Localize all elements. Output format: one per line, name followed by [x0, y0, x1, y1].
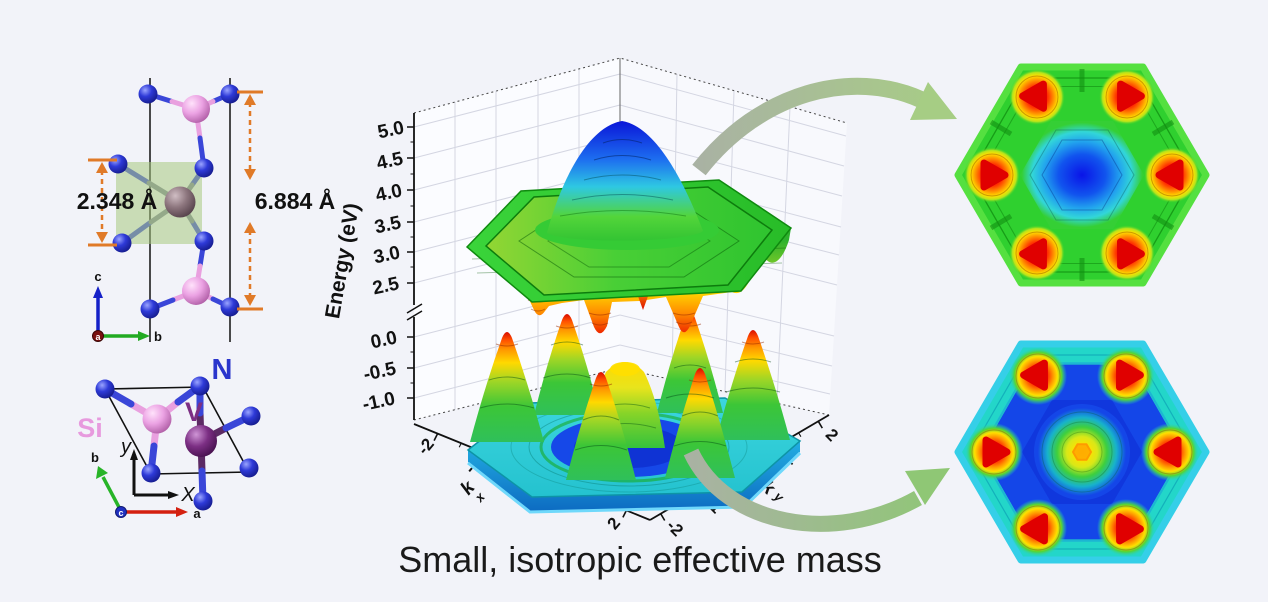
top-view-structure: N Si V X y b a c [77, 354, 261, 521]
valence-cone [470, 332, 544, 442]
z-tick-label: 3.5 [373, 212, 404, 238]
c-axis-dot-icon [115, 506, 127, 518]
z-tick-label: 3.0 [372, 242, 402, 268]
z-tick-label: 5.0 [376, 117, 406, 143]
n-element-label: N [212, 354, 233, 386]
n-atom [138, 84, 158, 104]
v-atom [164, 186, 196, 218]
z-tick-label: 0.0 [369, 327, 399, 353]
b-axis-label: b [154, 329, 162, 344]
b-axis-label: b [91, 450, 99, 465]
n-atom [194, 158, 214, 178]
a-axis-label: a [193, 506, 201, 521]
c-axis-label: c [118, 508, 123, 518]
k-point-maxima [964, 69, 1200, 281]
valence-cone [534, 314, 600, 415]
x-axis-label: X [180, 484, 195, 506]
side-axis-triad: c b a [92, 269, 162, 344]
bond-length-label: 2.348 Å [77, 187, 158, 214]
arrowhead-icon [905, 468, 950, 505]
b-axis-arrow-icon [96, 466, 108, 479]
energy-axis-break-icon [406, 303, 423, 321]
a-axis-dot-icon [92, 330, 104, 342]
n-atom [193, 491, 213, 511]
arrow-to-bottom-contour-map [683, 448, 950, 532]
c-axis-label: c [94, 269, 101, 284]
conduction-band-contour-map [954, 63, 1210, 287]
cell-height-measure [237, 90, 263, 311]
energy-axis-ticks [407, 126, 414, 399]
n-atom [140, 299, 160, 319]
bond-length-measure [88, 158, 117, 247]
n-atom [220, 84, 240, 104]
si-element-label: Si [77, 413, 103, 443]
cell-height-label: 6.884 Å [255, 187, 336, 214]
si-atom [182, 277, 210, 305]
ky-tick-label: 2 [822, 425, 842, 445]
a-axis-label: a [95, 332, 101, 342]
n-atom [241, 406, 261, 426]
atoms [95, 376, 261, 511]
n-atom [239, 458, 259, 478]
z-tick-label: 4.0 [374, 180, 404, 206]
n-atom [220, 297, 240, 317]
v-atom [185, 425, 217, 457]
y-axis-label: y [119, 436, 132, 458]
gamma-dome-peak [547, 121, 703, 241]
z-axis-title: Energy (eV) [321, 201, 364, 320]
valence-band-contour-map [954, 340, 1210, 564]
conduction-skirt [467, 228, 791, 334]
z-tick-label: -0.5 [362, 358, 399, 385]
c-axis-arrow-icon [93, 286, 103, 298]
y-axis-arrow-icon [130, 449, 138, 460]
atoms [108, 84, 240, 319]
a-axis-arrow-icon [176, 507, 188, 517]
kx-axis-title-sub: x [471, 489, 488, 506]
conduction-band-surface [465, 121, 793, 334]
v-element-label: V [185, 397, 203, 427]
arrowhead-icon [910, 82, 957, 120]
valence-cone [716, 330, 790, 440]
k-point-maxima [965, 347, 1199, 557]
ky-axis-title-sub: y [771, 488, 788, 505]
x-axis-arrow-icon [168, 491, 179, 499]
caption: Small, isotropic effective mass [398, 539, 882, 580]
b-axis-arrow-icon [138, 331, 150, 341]
top-axis-triad: b a c [91, 450, 201, 521]
z-tick-label: 4.5 [375, 148, 406, 174]
center-core [1072, 443, 1092, 461]
n-atom [112, 233, 132, 253]
n-atom [108, 154, 128, 174]
si-atom [142, 404, 172, 434]
n-atom [141, 463, 161, 483]
valence-cone [566, 372, 636, 480]
n-atom [190, 376, 210, 396]
energy-surface-3d-plot: 5.0 4.5 4.0 3.5 3.0 2.5 0.0 -0.5 -1.0 En… [321, 57, 848, 540]
arrow-to-top-contour-map [692, 77, 957, 176]
side-view-structure: 2.348 Å 6.884 Å c b a [77, 78, 336, 344]
z-tick-label: 2.5 [371, 273, 402, 299]
gamma-minimum [1020, 121, 1144, 229]
xy-axes: X y [119, 436, 195, 506]
n-atom [95, 379, 115, 399]
z-tick-label: -1.0 [361, 388, 397, 415]
kx-tick-label: 2 [603, 514, 624, 533]
si-atom [182, 95, 210, 123]
ky-tick-label: -2 [663, 516, 687, 540]
kx-tick-label: -2 [414, 435, 438, 459]
n-atom [194, 231, 214, 251]
valence-cone [665, 368, 735, 478]
contour-notches [989, 69, 1175, 281]
